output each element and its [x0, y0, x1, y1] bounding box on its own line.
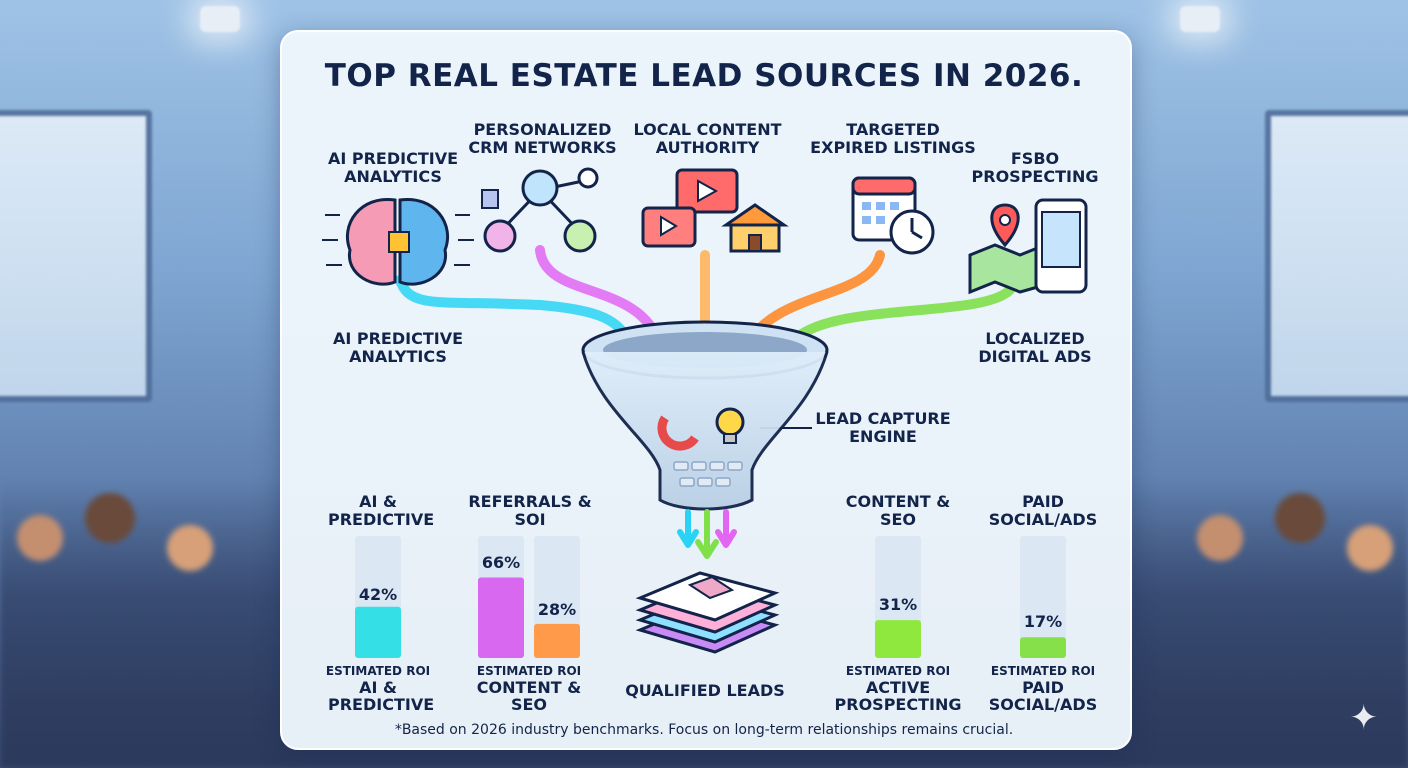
flow-arrow-ai [395, 275, 635, 350]
video-school-icon [641, 168, 789, 253]
roi-label-content: ACTIVE PROSPECTING [834, 678, 962, 714]
funnel-label: LEAD CAPTURE ENGINE [815, 409, 951, 446]
roi-caption-ai: ESTIMATED ROI [325, 664, 431, 678]
bar-content-seo [534, 623, 580, 658]
calendar-clock-icon [851, 176, 935, 255]
stage-light-right [1180, 6, 1220, 32]
roi-caption-content: ESTIMATED ROI [845, 664, 951, 678]
output-label: QUALIFIED LEADS [625, 681, 785, 700]
roi-label-paid: PAID SOCIAL/ADS [988, 678, 1098, 714]
bar-value-ai: 42% [358, 585, 398, 604]
background-screen-right [1265, 110, 1408, 402]
side-label-left: AI PREDICTIVE ANALYTICS [332, 329, 464, 366]
bar-value-content: 31% [878, 595, 918, 614]
side-label-right: LOCALIZED DIGITAL ADS [978, 329, 1092, 366]
page-title: TOP REAL ESTATE LEAD SOURCES IN 2026. [324, 58, 1084, 94]
background-screen-left [0, 110, 152, 402]
roi-label-ai: AI & PREDICTIVE [328, 678, 435, 714]
footnote: *Based on 2026 industry benchmarks. Focu… [394, 722, 1014, 738]
chart-group-label-ai: AI & PREDICTIVE [328, 492, 435, 529]
roi-caption-referrals: ESTIMATED ROI [476, 664, 582, 678]
roi-caption-paid: ESTIMATED ROI [990, 664, 1096, 678]
bar-value-paid: 17% [1023, 612, 1063, 631]
source-label-expired: TARGETED EXPIRED LISTINGS [810, 120, 976, 157]
funnel-label-line [760, 427, 812, 429]
bar-value-content-seo: 28% [537, 600, 577, 619]
bar-content [875, 620, 921, 658]
bar-series [355, 577, 1066, 658]
source-label-crm: PERSONALIZED CRM NETWORKS [468, 120, 617, 157]
magnet-icon [657, 415, 699, 451]
chart-group-label-paid: PAID SOCIAL/ADS [988, 492, 1098, 529]
chart-group-label-referrals: REFERRALS & SOI [468, 492, 592, 529]
map-phone-icon [968, 198, 1088, 295]
network-people-icon [481, 167, 599, 253]
stage-light-left [200, 6, 240, 32]
chart-group-label-content: CONTENT & SEO [845, 492, 951, 529]
bar-referrals [478, 577, 524, 658]
source-label-ai: AI PREDICTIVE ANALYTICS [327, 149, 459, 186]
bar-value-referrals: 66% [481, 553, 521, 572]
sparkle-icon: ✦ [1349, 698, 1379, 738]
source-label-fsbo: FSBO PROSPECTING [971, 149, 1099, 186]
lead-cards-icon [635, 571, 780, 654]
bar-paid [1020, 637, 1066, 658]
funnel-graphic [581, 320, 829, 511]
brain-chip-icon [322, 198, 474, 286]
lightbulb-icon [715, 407, 745, 444]
source-label-content: LOCAL CONTENT AUTHORITY [633, 120, 782, 157]
bar-ai [355, 606, 401, 658]
roi-label-referrals: CONTENT & SEO [476, 678, 582, 714]
flow-arrow-fsbo [785, 285, 1015, 350]
